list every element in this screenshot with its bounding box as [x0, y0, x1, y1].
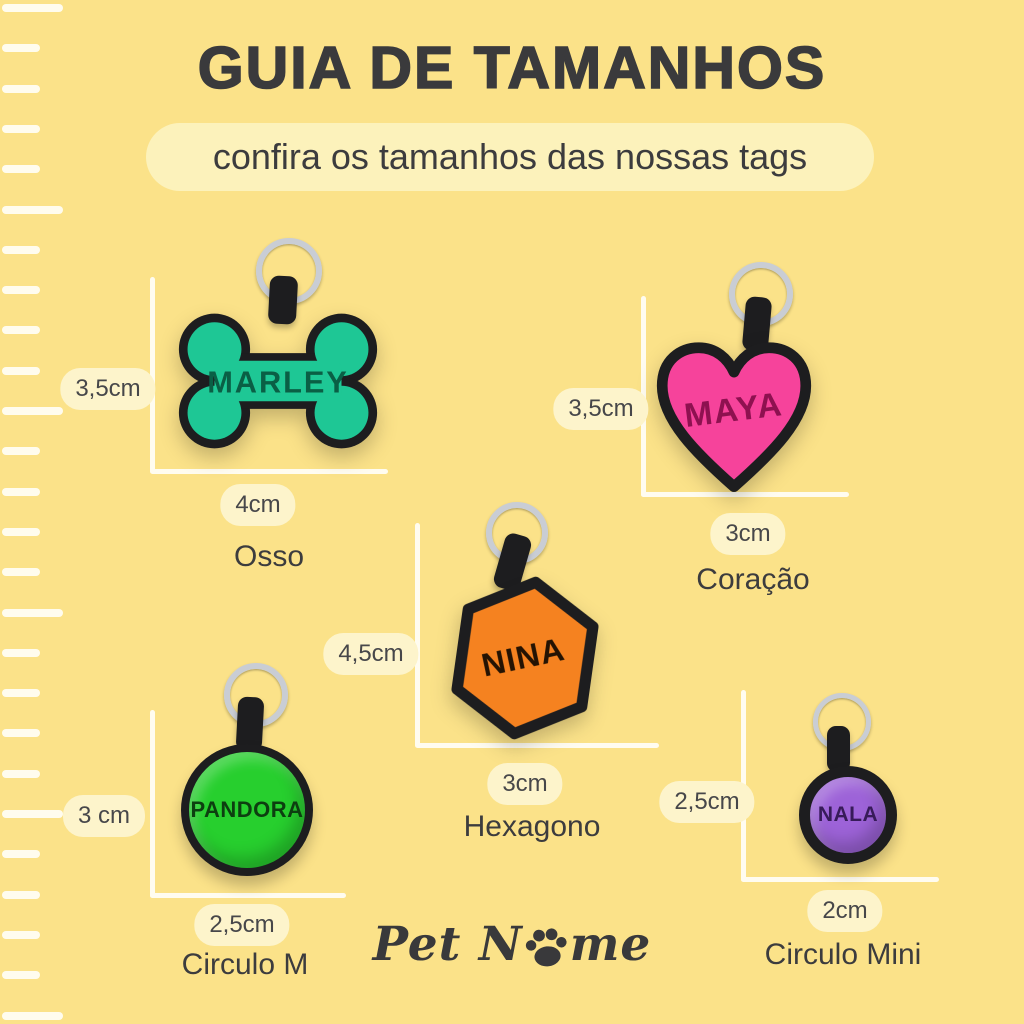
heart-tag-icon: MAYA: [656, 342, 812, 493]
ruler-tick: [2, 487, 40, 496]
pet-name-engraving: NALA: [817, 803, 879, 826]
width-bracket: [150, 469, 388, 474]
bone-face: [187, 322, 369, 440]
ruler-tick: [2, 810, 63, 818]
bone-tag-icon: MARLEY: [178, 313, 378, 449]
width-bracket: [641, 492, 849, 497]
ruler-tick: [2, 366, 40, 375]
ruler-tick: [2, 84, 40, 93]
ruler-tick: [2, 527, 40, 536]
ruler-tick: [2, 608, 63, 617]
ruler-tick: [2, 568, 40, 577]
circle-tag-icon: PANDORA: [181, 744, 313, 876]
pet-name-engraving: MARLEY: [207, 365, 349, 400]
width-pill: 3cm: [710, 513, 786, 555]
logo-text-left: Pet N: [372, 917, 523, 972]
ruler-tick: [2, 1011, 63, 1020]
page-title: GUIA DE TAMANHOS: [197, 34, 827, 102]
paw-print-icon: [525, 927, 567, 966]
ruler-tick: [2, 729, 40, 738]
logo-text-right: me: [569, 917, 652, 972]
strap-icon: [827, 726, 850, 772]
ruler-tick: [2, 890, 40, 899]
height-pill: 3,5cm: [553, 388, 649, 430]
ruler-tick: [2, 850, 40, 859]
pet-name-engraving: PANDORA: [190, 797, 304, 822]
height-pill: 2,5cm: [659, 781, 755, 823]
ruler-tick: [2, 930, 40, 939]
subtitle-text: confira os tamanhos das nossas tags: [212, 136, 808, 177]
width-bracket: [741, 877, 939, 882]
ruler-tick: [2, 326, 40, 335]
subtitle-pill: confira os tamanhos das nossas tags: [146, 123, 874, 191]
height-bracket: [150, 710, 155, 898]
heart-face: [656, 342, 812, 493]
hexagon-tag-icon: NINA: [451, 576, 599, 740]
width-pill: 4cm: [220, 484, 296, 526]
height-pill: 4,5cm: [323, 633, 419, 675]
ruler-tick: [2, 4, 63, 12]
circle-tag-icon: NALA: [799, 766, 897, 864]
height-bracket: [415, 523, 420, 747]
ruler-tick: [2, 124, 40, 133]
shape-label: Circulo M: [181, 948, 309, 981]
ruler-tick: [2, 407, 63, 415]
width-bracket: [150, 893, 346, 898]
shape-label: Osso: [233, 540, 305, 573]
ruler-icon: [0, 0, 70, 1024]
ruler-tick: [2, 447, 40, 456]
ruler-tick: [2, 44, 40, 53]
height-pill: 3,5cm: [60, 368, 156, 410]
height-pill: 3 cm: [62, 795, 146, 837]
width-bracket: [415, 743, 659, 748]
ruler-tick: [2, 648, 40, 657]
shape-label: Circulo Mini: [764, 938, 922, 971]
ruler-tick: [2, 286, 40, 295]
hexagon-face: [451, 576, 599, 740]
ruler-tick: [2, 205, 63, 214]
width-pill: 2cm: [807, 890, 883, 932]
shape-label: Coração: [696, 563, 810, 596]
ruler-tick: [2, 689, 40, 698]
ruler-tick: [2, 769, 40, 778]
ruler-tick: [2, 245, 40, 254]
shape-label: Hexagono: [463, 810, 601, 843]
brand-logo: Pet N me: [373, 917, 652, 972]
ruler-tick: [2, 971, 40, 980]
width-pill: 2,5cm: [194, 904, 290, 946]
height-bracket: [150, 277, 155, 473]
ruler-tick: [2, 165, 40, 174]
width-pill: 3cm: [487, 763, 563, 805]
